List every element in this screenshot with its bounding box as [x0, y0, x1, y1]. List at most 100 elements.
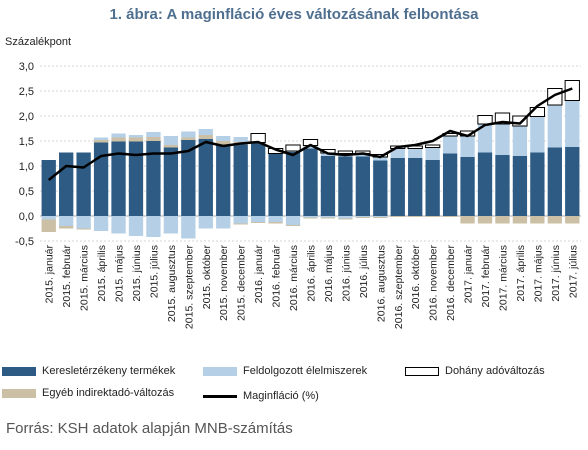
bar-egyeb-pos [181, 137, 196, 140]
bar-keresletérzékeny [530, 152, 545, 216]
bar-feldolgozott-pos [163, 136, 179, 145]
maginflacio-polyline [47, 87, 573, 181]
bar-keresletérzékeny [425, 160, 440, 216]
bar-keresletérzékeny [477, 152, 493, 216]
bar-egyeb-neg [408, 216, 423, 217]
bar-feldolgozott-pos [530, 116, 545, 153]
x-tick-label: 2017. július [567, 245, 579, 298]
x-tick-label: 2017. január [463, 245, 475, 304]
bar-keresletérzékeny [216, 144, 231, 216]
bar-egyeb-neg [41, 219, 56, 232]
bar-feldolgozott-pos [111, 133, 126, 138]
bar-dohany [477, 115, 493, 125]
bar-feldolgozott-neg [268, 216, 283, 222]
bar-egyeb-pos [198, 135, 213, 139]
bar-egyeb-neg [320, 217, 336, 219]
y-ticks: 3,0 2,5 2,0 1,5 1,0 0,5 0,0 -0,5 [15, 61, 34, 248]
bar-feldolgozott-pos [181, 131, 196, 138]
bar-egyeb-neg [390, 216, 405, 217]
bar-feldolgozott-pos [93, 137, 109, 140]
x-tick-label: 2015. június [131, 245, 143, 302]
bar-egyeb-neg [355, 217, 371, 218]
bar-egyeb-neg [495, 216, 510, 224]
bars [41, 80, 580, 239]
bar-keresletérzékeny [303, 148, 318, 216]
bar-feldolgozott-neg [146, 216, 161, 237]
bar-egyeb-neg [233, 223, 248, 225]
bar-egyeb-pos [128, 137, 144, 142]
bar-feldolgozott-pos [198, 129, 213, 135]
x-tick-label: 2017. február [480, 245, 492, 308]
bar-feldolgozott-pos [460, 136, 475, 157]
bar-keresletérzékeny [408, 158, 423, 216]
bar-keresletérzékeny [163, 147, 179, 216]
bar-egyeb-neg [547, 216, 562, 224]
x-tick-label: 2016. június [340, 245, 352, 302]
legend-item-egyeb: Egyéb indirektadó-változás [2, 387, 174, 399]
x-tick-label: 2017. május [532, 245, 544, 302]
bar-feldolgozott-neg [76, 216, 91, 229]
y-axis-label: Százalékpont [5, 36, 72, 48]
x-tick-label: 2015. január [44, 245, 56, 304]
bar-keresletérzékeny [495, 155, 510, 216]
legend-item-keresletérzékeny: Keresletérzékeny termékek [2, 365, 175, 377]
bar-feldolgozott-neg [303, 216, 318, 218]
bar-keresletérzékeny [390, 158, 405, 216]
bar-keresletérzékeny [338, 156, 353, 216]
x-tick-label: 2016. január [253, 245, 265, 304]
bar-keresletérzékeny [285, 152, 301, 216]
bar-feldolgozott-neg [285, 216, 301, 225]
bar-feldolgozott-pos [390, 148, 405, 158]
x-tick-label: 2016. szeptember [393, 245, 405, 330]
bar-egyeb-neg [250, 222, 266, 223]
legend-item-maginflacio: Maginfláció (%) [203, 390, 319, 402]
bar-feldolgozott-neg [59, 216, 74, 226]
chart: 3,02,52,01,51,00,50,0-0,5 2015. január 20… [15, 61, 581, 330]
bar-egyeb-neg [268, 222, 283, 224]
x-tick-label: 2016. október [410, 245, 422, 310]
legend-swatch-maginflacio [203, 394, 237, 398]
bar-feldolgozott-neg [111, 216, 126, 234]
bar-keresletérzékeny [320, 156, 336, 216]
x-tick-label: 2016. november [428, 245, 440, 321]
bar-feldolgozott-pos [495, 124, 510, 155]
legend-label-keresletérzékeny: Keresletérzékeny termékek [42, 365, 176, 377]
x-tick-label: 2015. augusztus [166, 245, 178, 322]
bar-keresletérzékeny [565, 147, 580, 216]
bar-feldolgozott-neg [373, 216, 388, 217]
bar-egyeb-pos [146, 137, 161, 141]
legend-swatch-dohany [405, 366, 439, 376]
bar-feldolgozott-pos [442, 136, 458, 154]
bar-dohany [285, 144, 301, 152]
bar-keresletérzékeny [547, 147, 562, 216]
bar-egyeb-pos [111, 137, 126, 142]
bar-feldolgozott-neg [198, 216, 213, 229]
bar-keresletérzékeny [355, 156, 371, 216]
bar-feldolgozott-neg [216, 216, 231, 229]
bar-feldolgozott-pos [547, 105, 562, 148]
bar-dohany [425, 144, 441, 148]
bar-feldolgozott-neg [250, 216, 266, 222]
y-tick-label: 1,5 [19, 136, 34, 148]
x-tick-label: 2016. május [323, 245, 335, 302]
x-tick-label: 2016. július [358, 245, 370, 298]
bar-feldolgozott-pos [512, 126, 528, 156]
bar-keresletérzékeny [442, 153, 458, 216]
y-tick-label: 0,5 [19, 186, 34, 198]
bar-keresletérzékeny [460, 157, 475, 216]
y-tick-label: 2,5 [19, 86, 34, 98]
legend-item-dohany: Dohány adóváltozás [405, 365, 545, 377]
bar-feldolgozott-neg [181, 216, 196, 239]
x-tick-label: 2017. április [515, 245, 527, 302]
bar-keresletérzékeny [146, 141, 161, 216]
x-tick-label: 2015. július [148, 245, 160, 298]
bar-egyeb-pos [216, 141, 231, 145]
legend-swatch-keresletérzékeny [2, 366, 36, 376]
bar-feldolgozott-pos [146, 132, 161, 137]
bar-keresletérzékeny [111, 141, 126, 216]
legend-label-maginflacio: Maginfláció (%) [243, 390, 319, 402]
bar-feldolgozott-pos [355, 153, 371, 157]
bar-egyeb-neg [285, 225, 301, 226]
bar-feldolgozott-neg [320, 216, 336, 218]
bar-feldolgozott-neg [128, 216, 144, 236]
